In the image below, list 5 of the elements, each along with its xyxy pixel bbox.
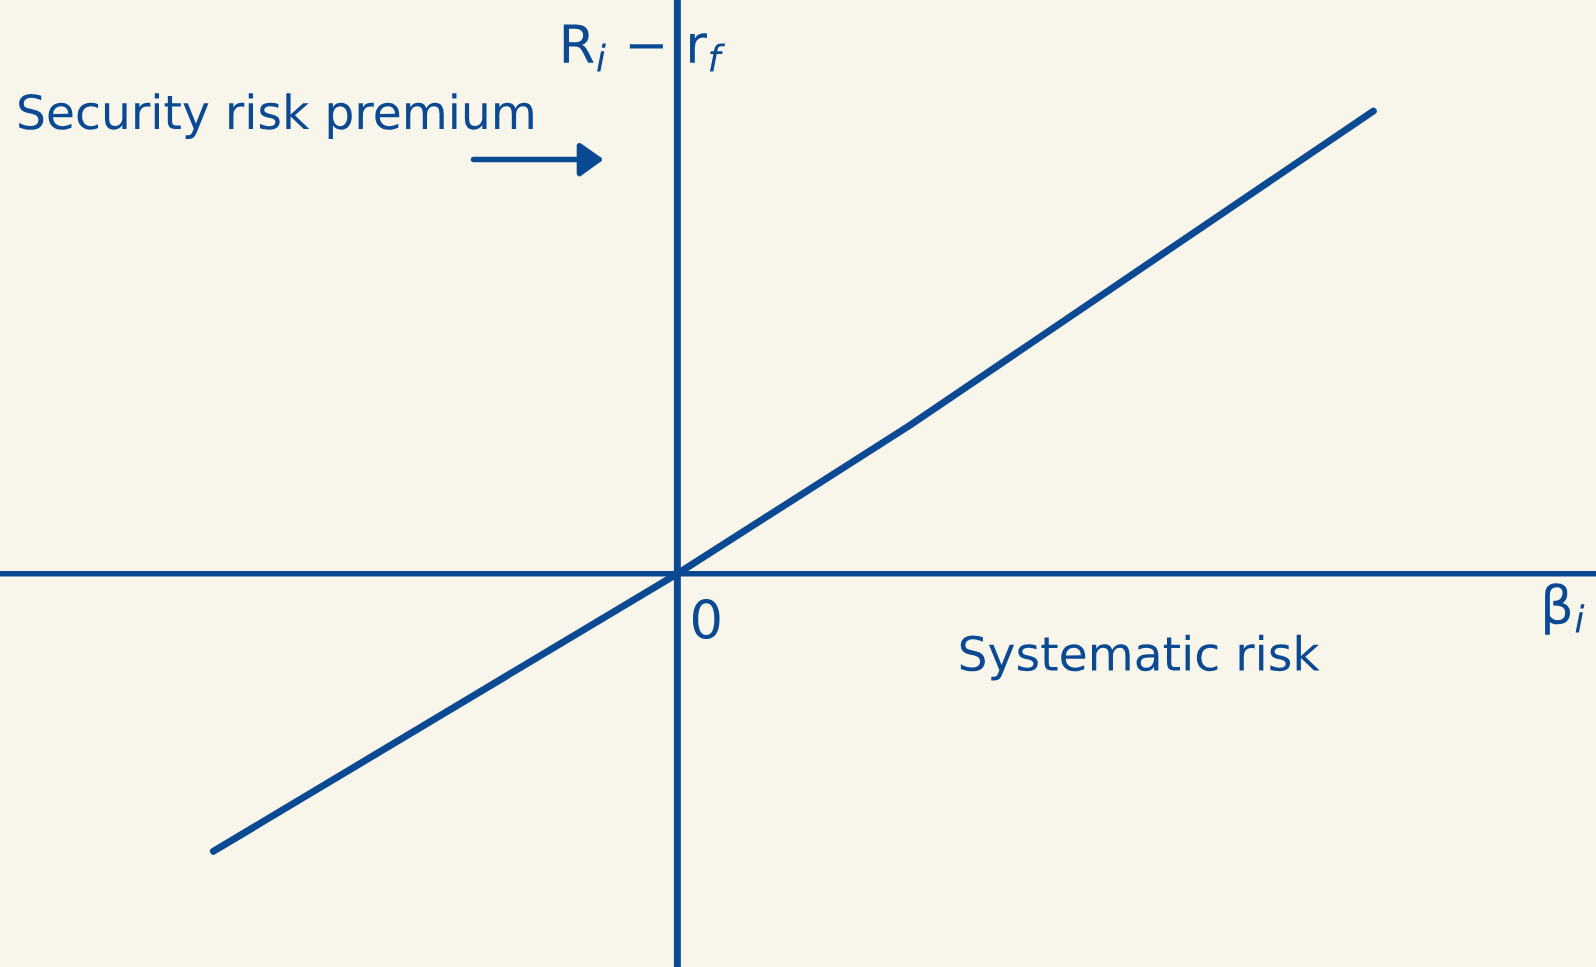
annotation: β$_{i}$ (1545, 583, 1585, 635)
text: R$_{i}$ − r$_{f}$ (563, 24, 726, 72)
x-axis-title: Systematic risk (960, 634, 1320, 681)
y-axis-title: Security risk premium (19, 93, 533, 139)
annotation: 0 (692, 599, 720, 640)
